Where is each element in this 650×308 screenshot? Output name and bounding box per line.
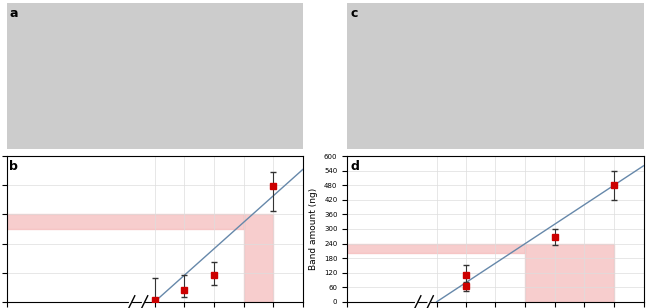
Text: d: d xyxy=(350,160,359,173)
Text: c: c xyxy=(350,7,358,20)
Bar xyxy=(347,244,525,253)
Bar xyxy=(6,214,244,229)
Bar xyxy=(244,214,273,302)
Bar xyxy=(525,244,614,302)
Y-axis label: Band amount (ng): Band amount (ng) xyxy=(309,188,318,270)
Text: a: a xyxy=(10,7,18,20)
Text: b: b xyxy=(10,160,18,173)
